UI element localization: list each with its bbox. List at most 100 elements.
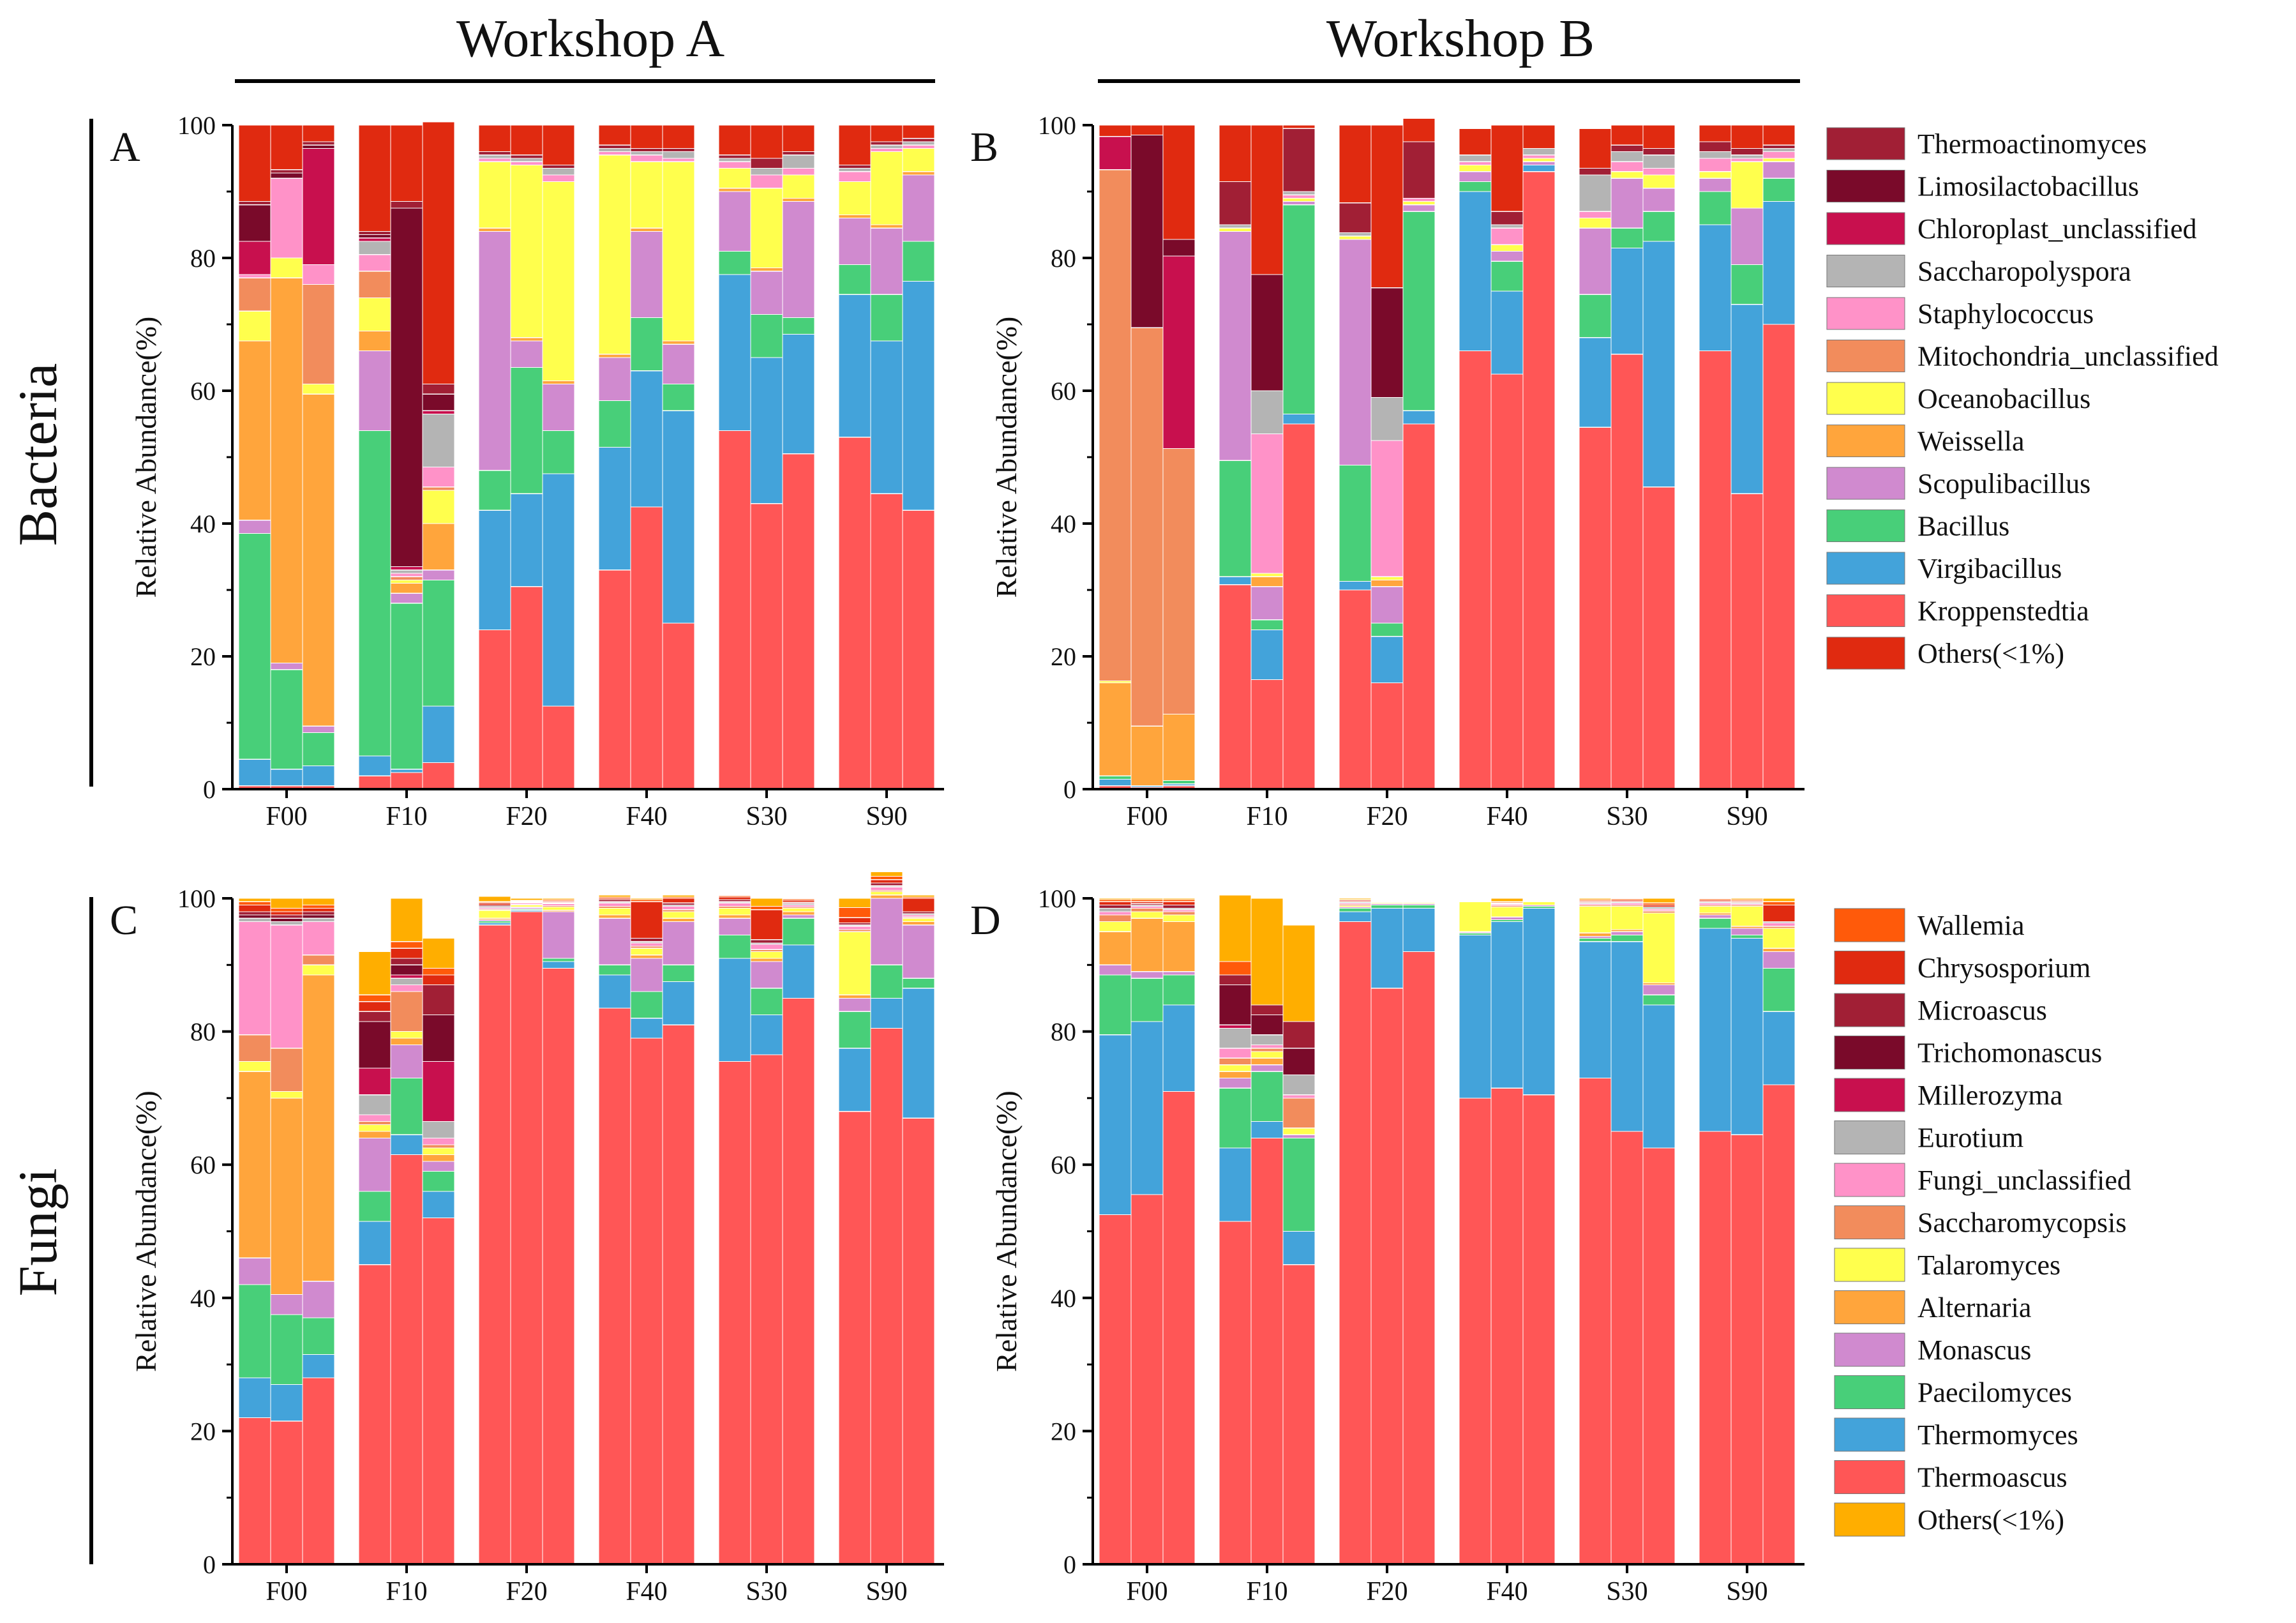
bar-segment-weissella [902, 171, 935, 176]
bar-segment-bacillus [1699, 191, 1732, 225]
bar-segment-oceanobacillus [302, 383, 335, 395]
bar-segment-thermoascus [662, 1024, 695, 1565]
bar-segment-bacillus [598, 400, 631, 448]
bar-segment-paecilomyces [1730, 934, 1764, 939]
bar-segment-chrysosporium [750, 909, 783, 940]
y-tick-label: 20 [1051, 642, 1076, 671]
bar-segment-saccharopolyspora [750, 168, 783, 176]
bar-segment-oceanobacillus [1370, 576, 1404, 581]
bar-segment-oceanobacillus [662, 161, 695, 342]
bar-segment-others-1- [302, 898, 335, 906]
bar-segment-microascus [270, 914, 303, 919]
bar-segment-others-1- [1282, 125, 1316, 129]
legend-entry-label: Scopulibacillus [1917, 468, 2090, 499]
bar-segment-staphylococcus [1402, 197, 1436, 202]
legend-entry-label: Microascus [1917, 995, 2047, 1026]
bar-segment-others-1- [1490, 125, 1524, 212]
bar-segment-wallemia [358, 994, 391, 1002]
bar-segment-fungi-unclassified [750, 944, 783, 950]
y-tick-label: 80 [190, 1018, 216, 1046]
bar-segment-alternaria [1219, 1071, 1252, 1079]
bar-segment-virgibacillus [1579, 337, 1612, 428]
bar-segment-saccharomycopsis [270, 1048, 303, 1092]
bar-segment-thermoascus [1490, 1087, 1524, 1565]
y-tick-label: 20 [190, 642, 216, 671]
bar-segment-scopulibacillus [1642, 188, 1676, 212]
bar-segment-virgibacillus [1699, 224, 1732, 352]
y-tick-label: 100 [177, 884, 216, 913]
x-tick-label-f00: F00 [1126, 802, 1167, 831]
bar-segment-wallemia [838, 907, 871, 918]
bar-segment-thermoactinomyces [1699, 141, 1732, 153]
bar-segment-kroppenstedtia [1459, 350, 1492, 790]
bar-segment-monascus [1730, 928, 1764, 935]
bar-segment-staphylococcus [662, 158, 695, 162]
bar-segment-fungi-unclassified [390, 984, 423, 992]
bar-segment-thermoactinomyces [302, 141, 335, 146]
bar-segment-bacillus [390, 603, 423, 770]
bar-segment-scopulibacillus [478, 230, 511, 471]
bar-segment-bacillus [1339, 464, 1372, 582]
bar-segment-fungi-unclassified [662, 905, 695, 910]
bar-segment-thermoascus [1250, 1137, 1284, 1565]
legend-swatch [1834, 1078, 1905, 1112]
bar-segment-virgibacillus [1370, 636, 1404, 684]
bar-segment-thermomyces [1522, 908, 1556, 1096]
bar-segment-thermomyces [1579, 941, 1612, 1079]
bar-segment-scopulibacillus [390, 593, 423, 604]
bar-segment-others-1- [1459, 128, 1492, 156]
fungi-legend: Wallemia Chrysosporium Microascus Trichomon… [1834, 908, 2131, 1537]
x-tick-label-s30: S30 [746, 1577, 787, 1606]
bar-segment-others-1- [1610, 125, 1644, 146]
bar-segment-thermoascus [1162, 1091, 1196, 1565]
bar-segment-paecilomyces [630, 991, 663, 1019]
bar-segment-paecilomyces [1282, 1137, 1316, 1232]
bar-segment-paecilomyces [750, 988, 783, 1016]
bar-segment-staphylococcus [630, 155, 663, 162]
bar-segment-kroppenstedtia [718, 430, 751, 790]
bar-segment-monascus [1130, 971, 1164, 979]
bar-segment-paecilomyces [1699, 917, 1732, 929]
bar-segment-oceanobacillus [1610, 171, 1644, 179]
bar-segment-oceanobacillus [870, 151, 903, 225]
x-tick-label-f10: F10 [386, 802, 427, 831]
bar-segment-kroppenstedtia [510, 586, 543, 790]
bar-segment-oceanobacillus [1642, 174, 1676, 189]
bar-segment-others-1- [358, 951, 391, 995]
y-tick-label: 100 [1038, 884, 1076, 913]
bar-segment-trichomonascus [358, 1021, 391, 1069]
bar-segment-monascus [662, 921, 695, 965]
bar-segment-oceanobacillus [782, 174, 815, 199]
bar-segment-others-1- [1219, 895, 1252, 962]
bar-segment-alternaria [750, 958, 783, 962]
bar-segment-paecilomyces [1130, 978, 1164, 1022]
bar-segment-others-1- [1610, 898, 1644, 900]
x-tick-label-f10: F10 [1246, 802, 1287, 831]
bar-segment-chloroplast-unclassified [1099, 136, 1132, 170]
bar-segment-saccharomycopsis [238, 1034, 271, 1062]
bar-segment-virgibacillus [662, 410, 695, 624]
legend-swatch [1826, 212, 1905, 245]
legend-swatch [1834, 1460, 1905, 1494]
bar-segment-weissella [870, 224, 903, 229]
bar-segment-others-1- [838, 898, 871, 909]
bar-segment-fungi-unclassified [1219, 1048, 1252, 1059]
bar-segment-kroppenstedtia [1642, 487, 1676, 790]
bar-segment-thermoascus [1130, 1194, 1164, 1565]
x-tick-label-f40: F40 [626, 802, 667, 831]
bar-segment-oceanobacillus [1579, 218, 1612, 229]
bar-segment-fungi-unclassified [598, 902, 631, 907]
legend-entry-label: Staphylococcus [1917, 298, 2094, 329]
bar-segment-wallemia [1219, 961, 1252, 976]
bar-segment-kroppenstedtia [1402, 423, 1436, 790]
panel-letter: A [110, 124, 140, 170]
legend-entry-label: Thermomyces [1917, 1419, 2078, 1451]
bar-segment-thermoascus [1099, 1214, 1132, 1565]
bar-segment-others-1- [782, 125, 815, 153]
bar-segment-bacillus [1282, 204, 1316, 414]
bar-segment-thermomyces [662, 981, 695, 1025]
bar-segment-thermoascus [750, 1054, 783, 1565]
bar-segment-thermomyces [1130, 1021, 1164, 1195]
bar-segment-talaromyces [1579, 905, 1612, 933]
bar-segment-virgibacillus [1402, 410, 1436, 425]
